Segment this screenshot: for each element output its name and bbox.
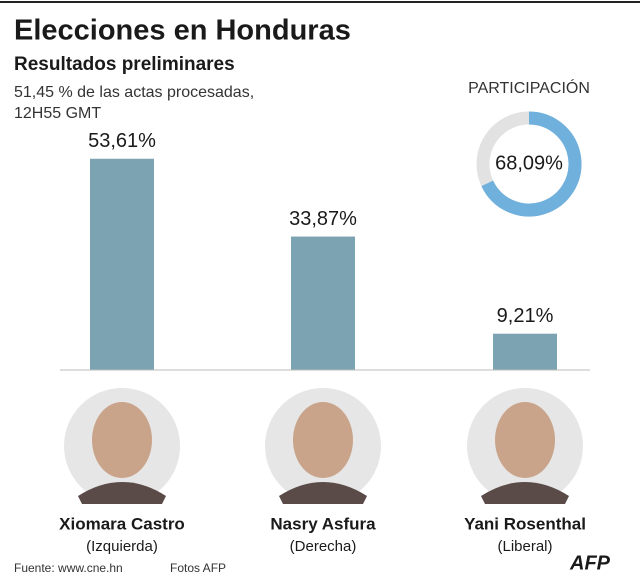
photo-face <box>495 402 555 478</box>
participation-label: 68,09% <box>495 152 563 174</box>
credit: Fotos AFP <box>170 561 226 575</box>
candidate-name: Yani Rosenthal <box>464 514 586 533</box>
value-label: 9,21% <box>497 305 554 327</box>
candidate-name: Nasry Asfura <box>270 514 376 533</box>
party-label: (Derecha) <box>290 538 357 555</box>
participation-arc <box>481 111 582 217</box>
bar <box>291 236 355 370</box>
photo-body <box>279 482 367 504</box>
value-label: 33,87% <box>289 208 357 230</box>
source: Fuente: www.cne.hn <box>14 561 123 575</box>
note: 12H55 GMT <box>14 105 101 122</box>
photo-face <box>293 402 353 478</box>
photo-body <box>481 482 569 504</box>
logo: AFP <box>569 552 611 574</box>
party-label: (Liberal) <box>497 538 552 555</box>
photo-body <box>78 482 166 504</box>
bar <box>493 333 557 370</box>
bar <box>90 158 154 370</box>
value-label: 53,61% <box>88 130 156 152</box>
candidate-name: Xiomara Castro <box>59 514 185 533</box>
photo-face <box>92 402 152 478</box>
chart-subtitle: Resultados preliminares <box>14 54 235 75</box>
chart-title: Elecciones en Honduras <box>14 15 351 47</box>
party-label: (Izquierda) <box>86 538 158 555</box>
note: 51,45 % de las actas procesadas, <box>14 84 254 101</box>
participation-title: PARTICIPACIÓN <box>468 78 590 97</box>
